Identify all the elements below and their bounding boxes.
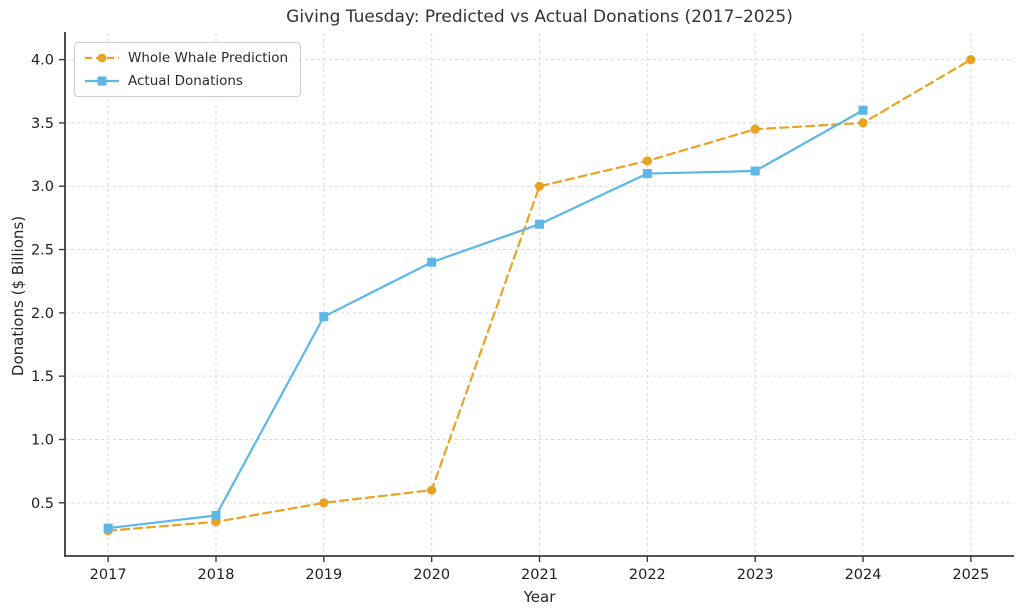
y-tick-label: 2.5 <box>31 243 54 259</box>
x-axis-label: Year <box>523 588 556 606</box>
y-tick-label: 1.5 <box>31 369 54 385</box>
x-tick-label: 2023 <box>737 567 774 583</box>
y-tick-label: 0.5 <box>31 496 54 512</box>
x-tick-label: 2017 <box>90 567 127 583</box>
data-point-1 <box>642 169 652 179</box>
y-tick-label: 3.5 <box>31 116 54 132</box>
data-point-1 <box>858 105 868 115</box>
y-tick-label: 2.0 <box>31 306 54 322</box>
chart-title: Giving Tuesday: Predicted vs Actual Dona… <box>286 7 793 27</box>
y-axis-label: Donations ($ Billions) <box>9 215 27 377</box>
x-tick-label: 2024 <box>845 567 882 583</box>
data-point-0 <box>750 124 760 134</box>
data-point-0 <box>319 498 329 508</box>
data-point-1 <box>427 257 437 267</box>
series-line-0 <box>107 58 972 532</box>
y-tick-label: 4.0 <box>31 53 54 69</box>
actual-line-square-icon <box>85 76 119 86</box>
legend: Whole Whale Prediction Actual Donations <box>74 42 302 97</box>
data-point-0 <box>427 485 437 495</box>
data-point-0 <box>534 181 545 191</box>
data-point-1 <box>319 312 329 322</box>
legend-item-actual: Actual Donations <box>84 73 288 89</box>
data-point-0 <box>966 54 976 65</box>
x-tick-label: 2021 <box>521 567 558 583</box>
x-tick-label: 2020 <box>413 567 450 583</box>
legend-item-prediction: Whole Whale Prediction <box>84 50 288 66</box>
y-tick-label: 1.0 <box>31 432 54 448</box>
y-tick-label: 3.0 <box>31 179 54 195</box>
data-point-1 <box>103 523 113 533</box>
data-point-1 <box>211 510 221 520</box>
x-tick-label: 2022 <box>629 567 666 583</box>
prediction-line-circle-icon <box>85 53 119 63</box>
x-tick-label: 2018 <box>198 567 235 583</box>
legend-label-prediction: Whole Whale Prediction <box>128 50 289 66</box>
x-tick-label: 2019 <box>305 567 342 583</box>
legend-label-actual: Actual Donations <box>128 73 243 89</box>
data-point-1 <box>750 166 760 176</box>
data-point-0 <box>642 156 652 166</box>
x-tick-label: 2025 <box>952 567 989 583</box>
data-point-0 <box>858 118 868 128</box>
data-point-1 <box>535 219 544 229</box>
series-line-1 <box>107 109 865 530</box>
